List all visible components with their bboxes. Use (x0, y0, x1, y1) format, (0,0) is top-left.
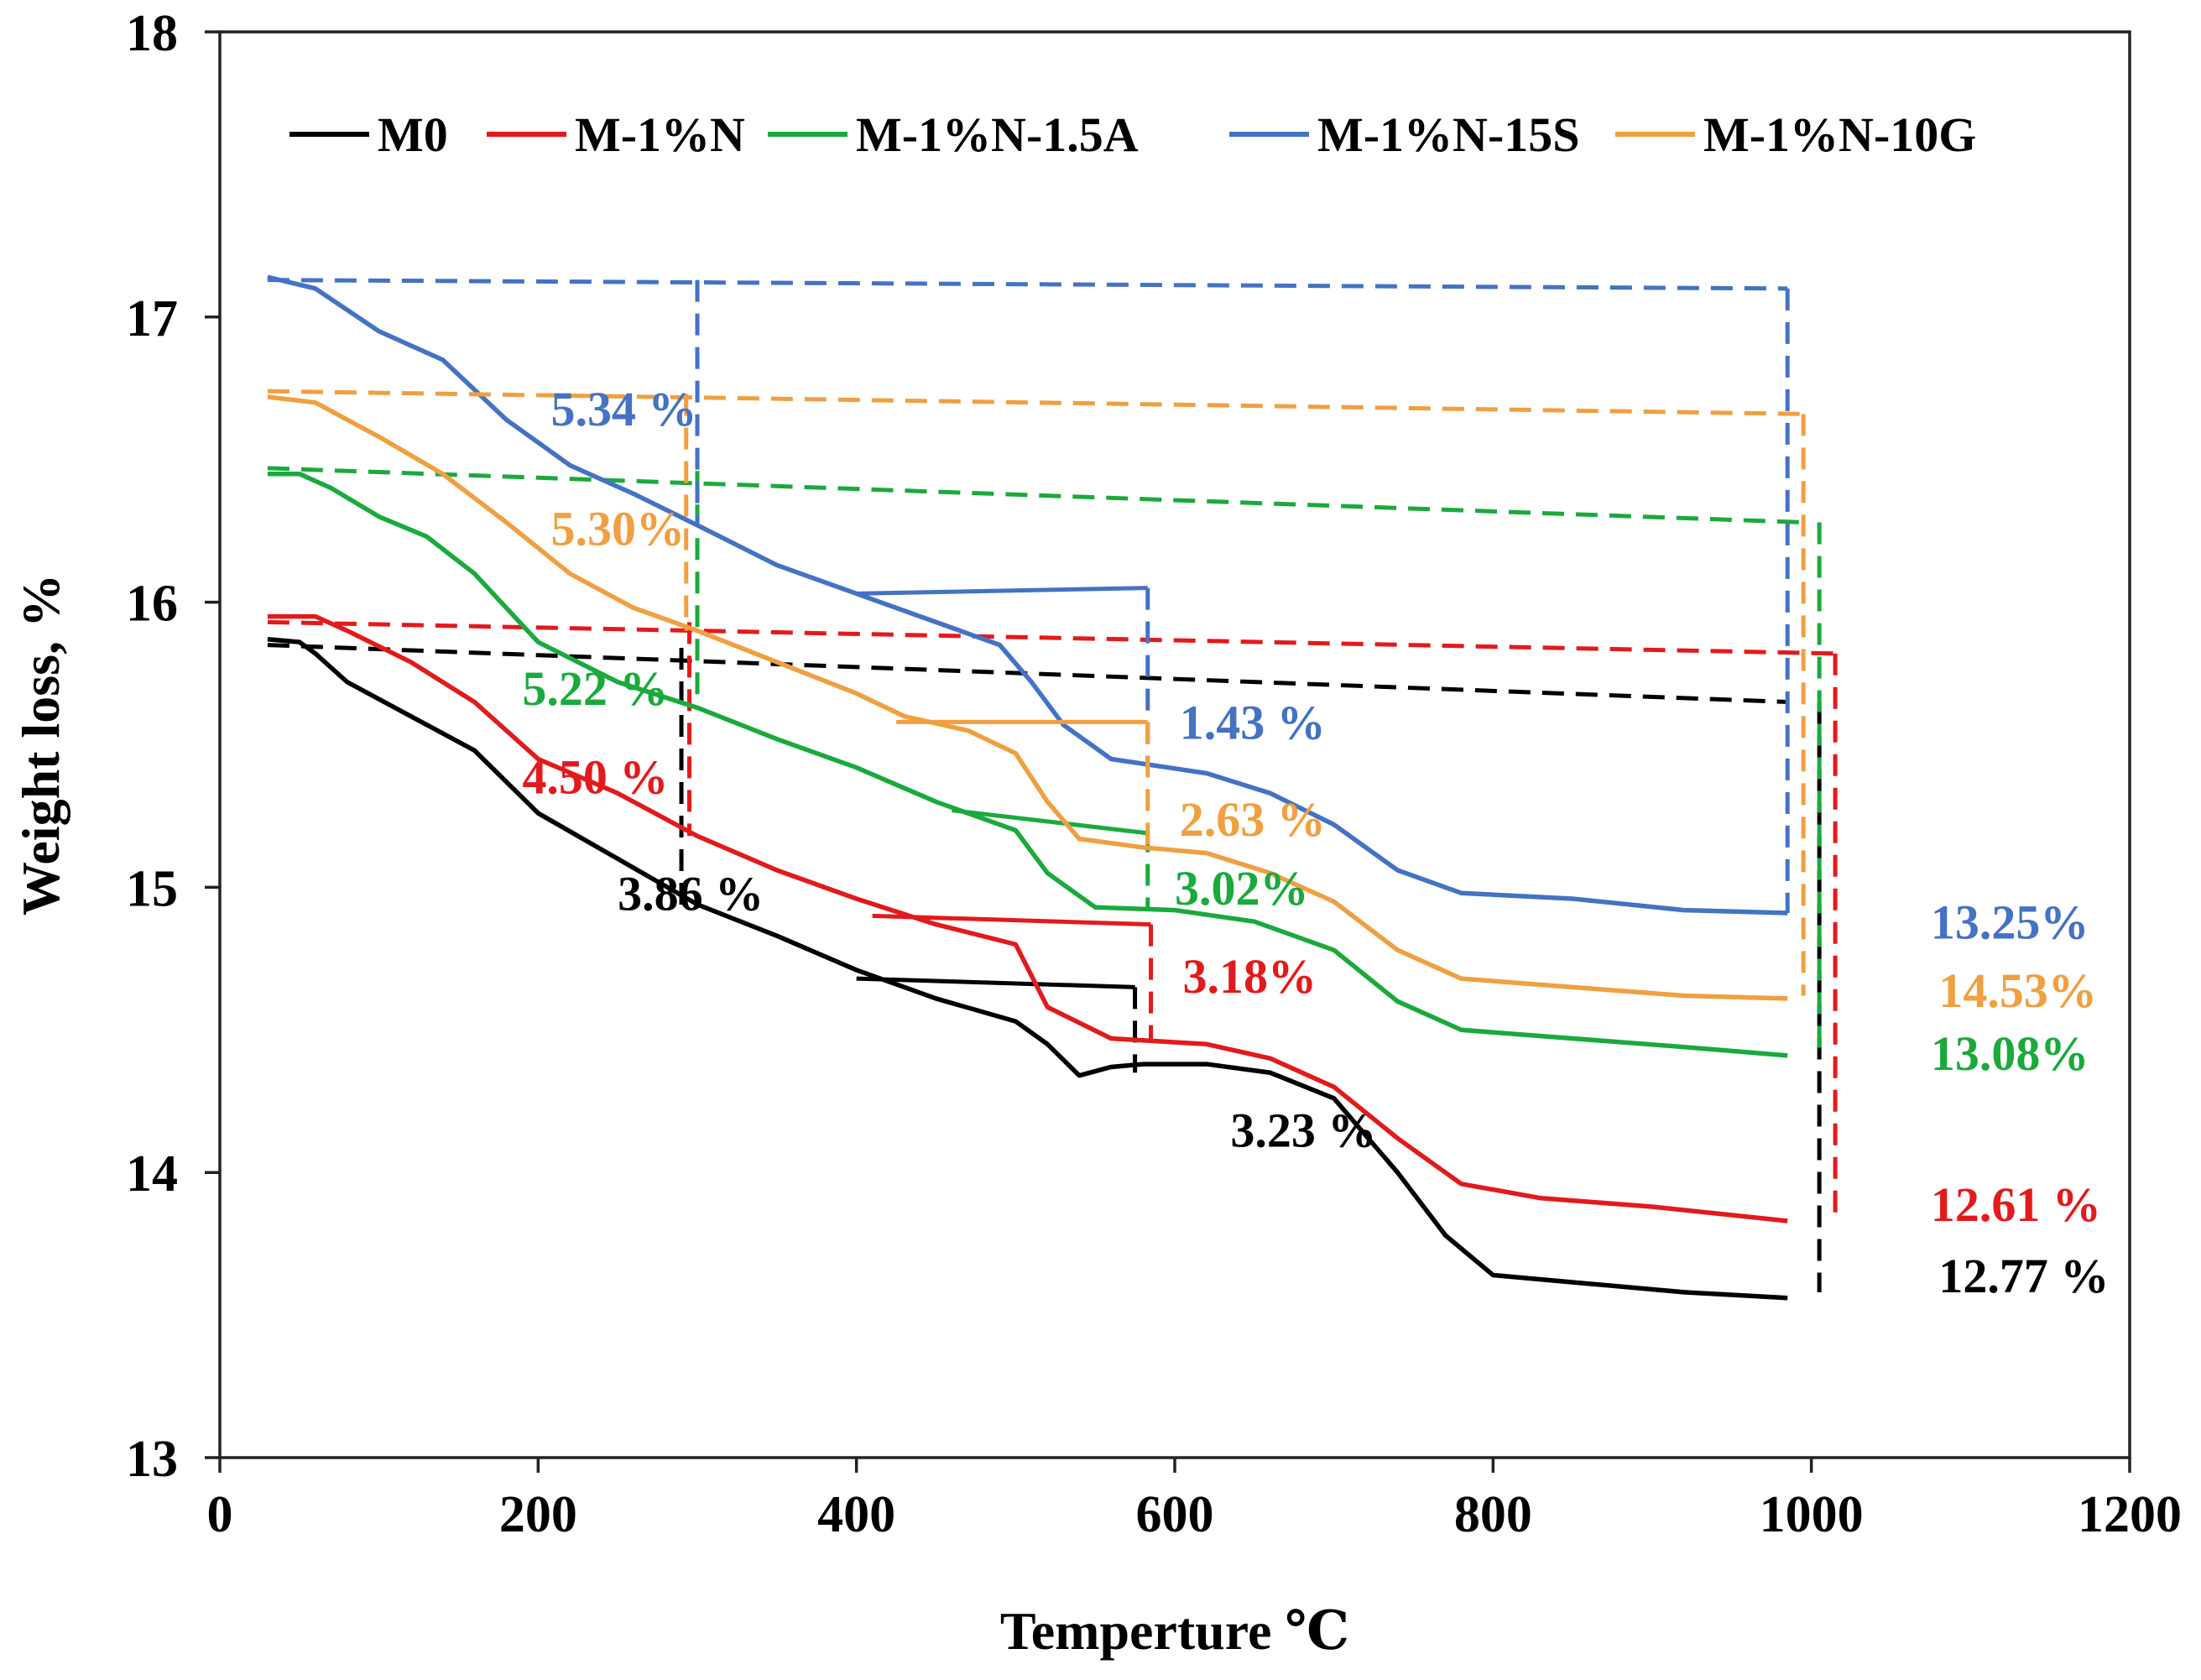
step-line (952, 808, 1149, 836)
step-line (856, 976, 1135, 989)
series-m-1pctn-15s (267, 274, 1790, 916)
data-label: 5.30% (551, 502, 686, 556)
data-label: 13.08% (1931, 1026, 2089, 1081)
series-m0 (267, 637, 1822, 1301)
reference-line (267, 278, 1788, 291)
y-tick-label: 15 (126, 860, 178, 917)
series-line (267, 637, 1788, 1301)
legend: M0 M-1%N M-1%N-1.5A M-1%N-15S M-1%N-10G (289, 107, 1976, 162)
data-label: 3.23 % (1230, 1103, 1376, 1158)
data-label: 13.25% (1931, 895, 2089, 950)
data-label: 14.53% (1938, 963, 2097, 1018)
y-tick-label: 16 (126, 576, 178, 633)
data-label: 1.43 % (1180, 696, 1326, 750)
legend-item-m-1pctn-15s: M-1%N-15S (1229, 107, 1580, 162)
x-axis-label: Temperture ℃ (1000, 1601, 1349, 1661)
legend-label: M-1%N-10G (1703, 107, 1976, 162)
y-tick-label: 13 (126, 1431, 178, 1488)
legend-item-m-1pctn-10g: M-1%N-10G (1615, 107, 1976, 162)
reference-line (267, 643, 1788, 705)
series-m-1pctn (267, 613, 1838, 1223)
series-m-1pctn-10g (267, 389, 1806, 1001)
data-label: 12.61 % (1931, 1177, 2101, 1232)
legend-label: M0 (378, 107, 448, 162)
reference-line (267, 619, 1836, 656)
x-tick-label: 400 (817, 1486, 895, 1543)
step-line (856, 586, 1148, 596)
data-label: 12.77 % (1938, 1249, 2109, 1303)
x-tick-label: 200 (499, 1486, 577, 1543)
legend-label: M-1%N (575, 107, 745, 162)
series-m-1pctn-1-5a (267, 466, 1822, 1058)
data-label: 3.02% (1175, 861, 1309, 916)
y-tick-label: 18 (126, 5, 178, 62)
legend-item-m-1pctn: M-1%N (487, 107, 745, 162)
x-tick-label: 1200 (2078, 1486, 2182, 1543)
data-label: 5.22 % (522, 661, 668, 716)
series-line (267, 274, 1788, 916)
legend-item-m0: M0 (289, 107, 448, 162)
series-line (267, 613, 1788, 1223)
data-label: 3.18% (1182, 949, 1317, 1004)
x-tick-label: 800 (1454, 1486, 1532, 1543)
legend-label: M-1%N-15S (1317, 107, 1580, 162)
x-tick-label: 0 (207, 1486, 233, 1543)
legend-item-m-1pctn-1-5a: M-1%N-1.5A (768, 107, 1139, 162)
y-axis-label: Weight loss, % (11, 574, 70, 916)
reference-line (267, 466, 1804, 524)
data-label: 5.34 % (551, 382, 697, 436)
x-tick-label: 1000 (1760, 1486, 1864, 1543)
series-line (267, 394, 1788, 1001)
data-label: 4.50 % (522, 749, 668, 804)
data-label: 3.86 % (618, 867, 764, 921)
y-tick-label: 17 (126, 290, 178, 347)
x-tick-label: 600 (1136, 1486, 1214, 1543)
legend-label: M-1%N-1.5A (856, 107, 1139, 162)
reference-line (267, 389, 1804, 416)
data-label: 2.63 % (1180, 792, 1326, 847)
y-tick-label: 14 (126, 1145, 178, 1203)
series-line (267, 471, 1788, 1058)
